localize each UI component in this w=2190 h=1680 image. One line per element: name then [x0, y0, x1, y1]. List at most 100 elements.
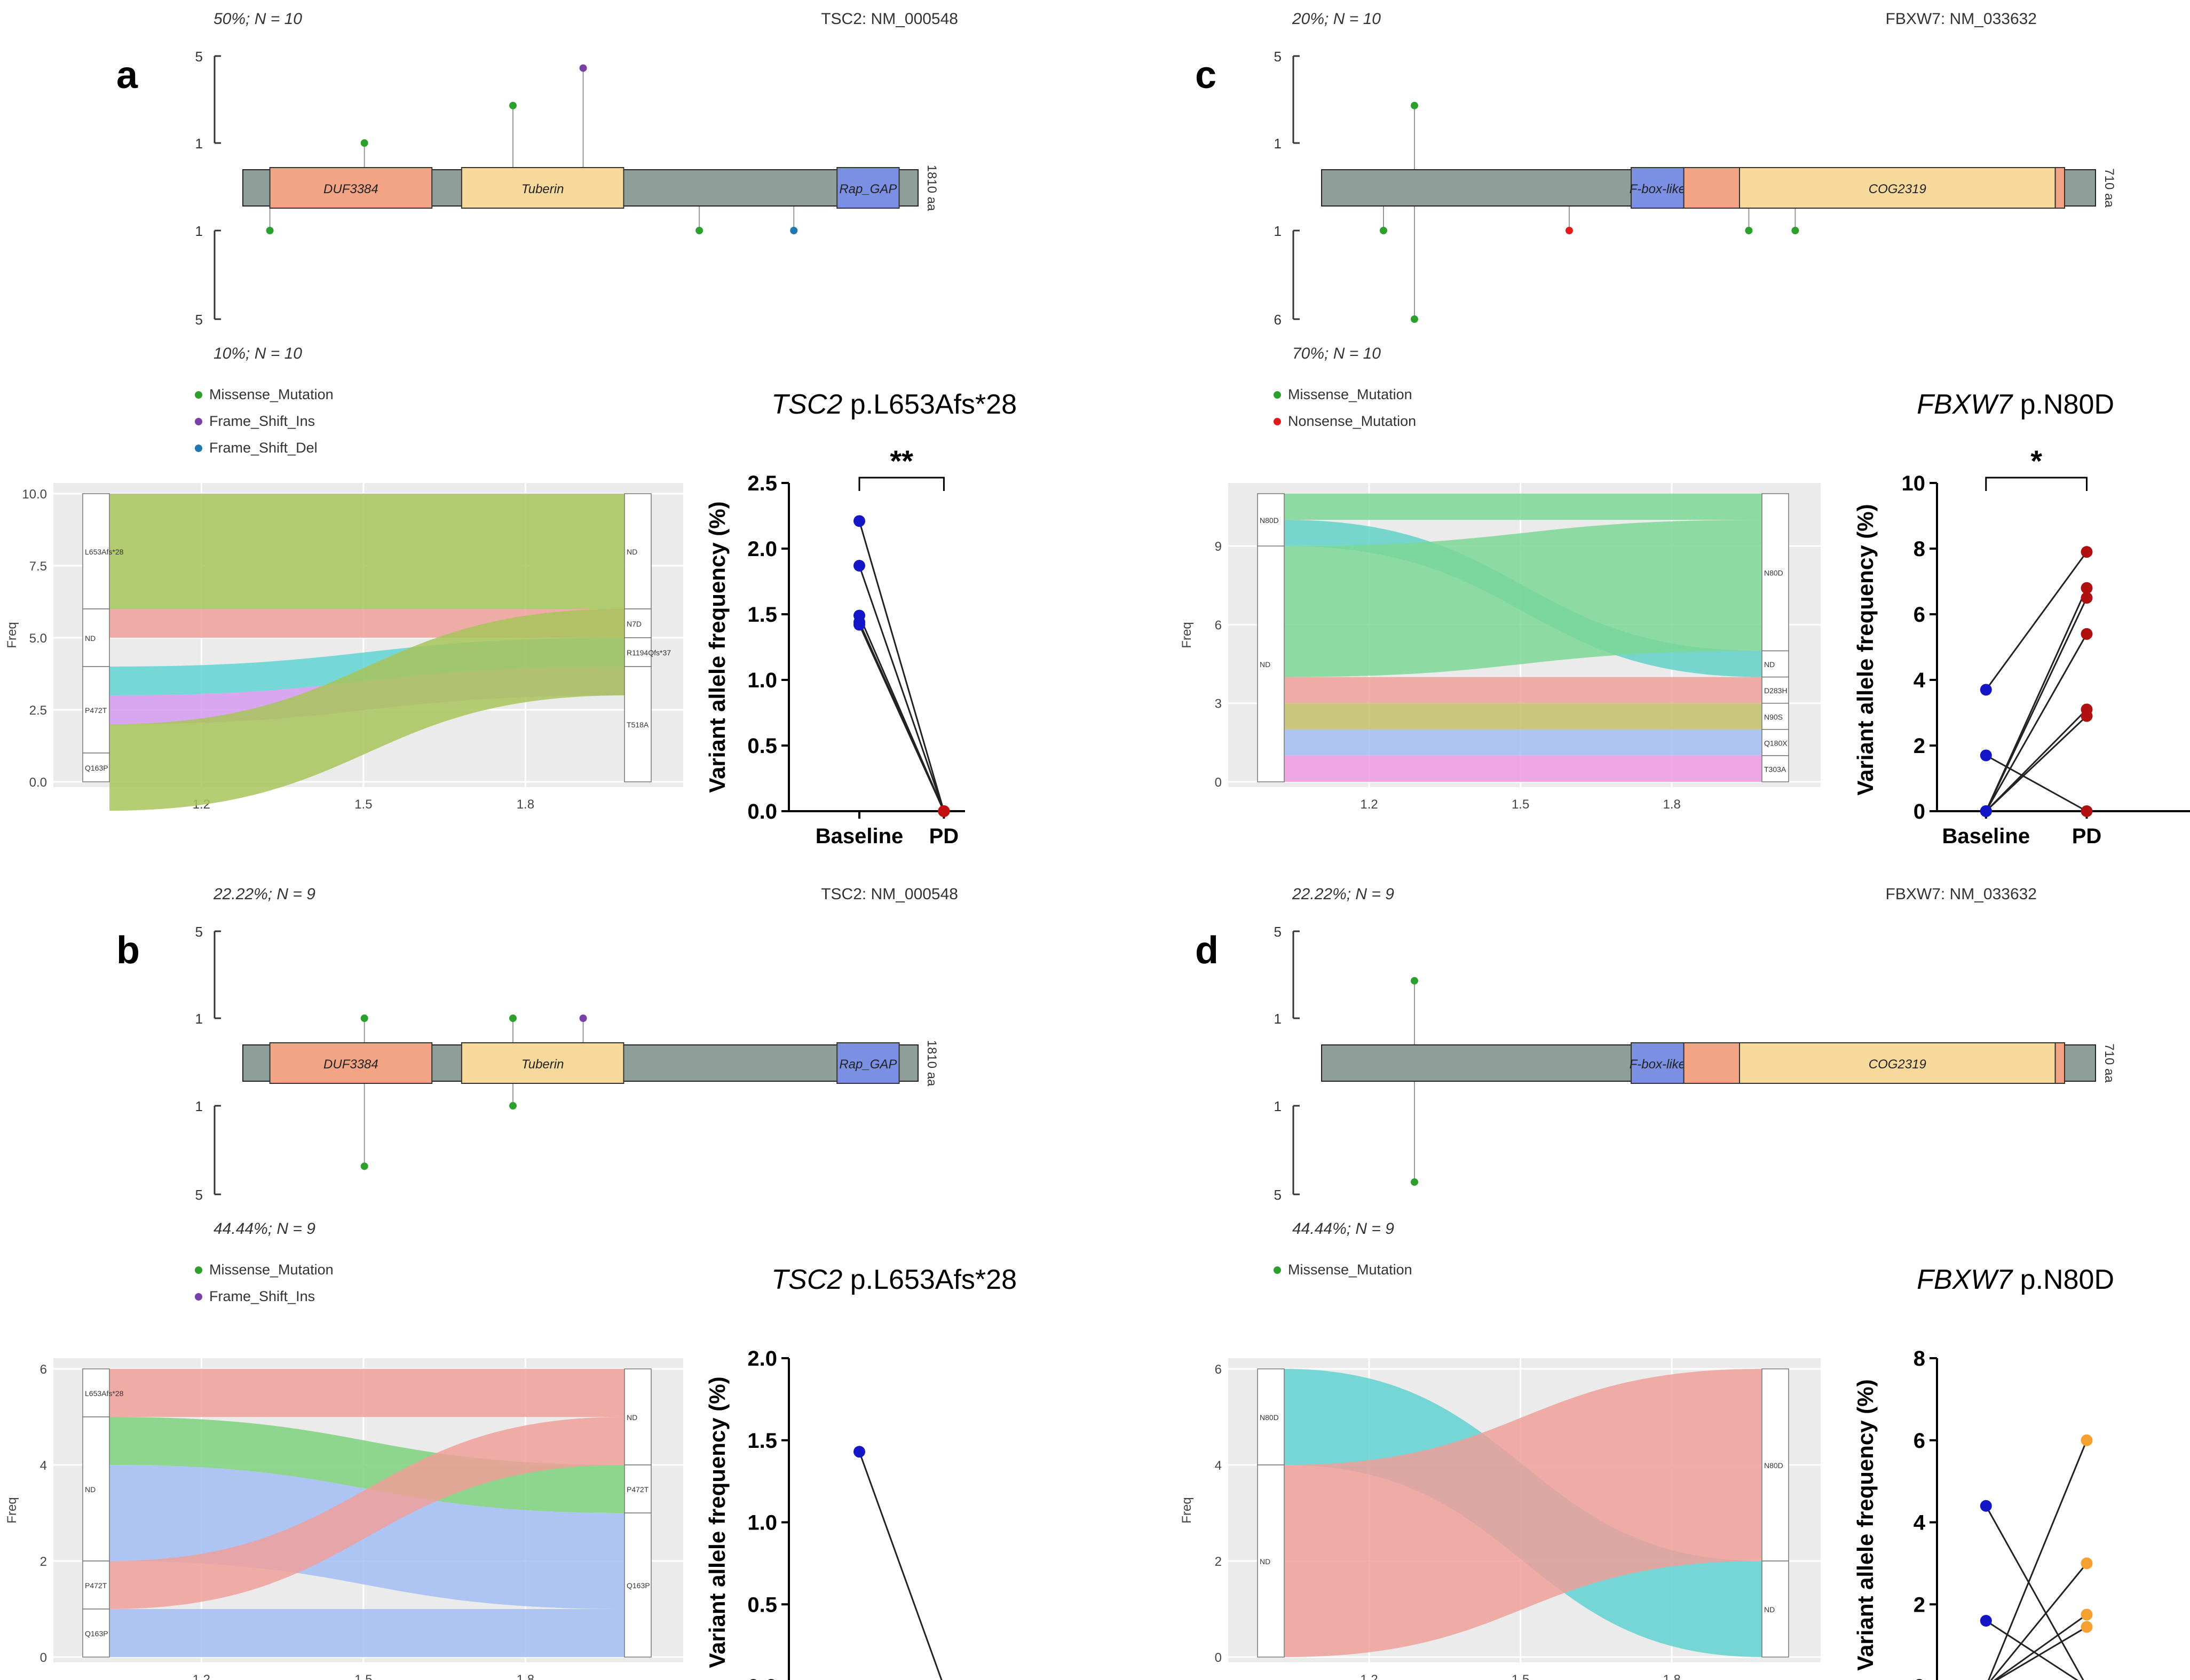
legend-marker	[195, 1293, 202, 1301]
alluvial-ytick: 2	[1215, 1555, 1222, 1569]
alluvial-flow	[1284, 520, 1762, 677]
bottom-scale-label: 5	[1274, 1187, 1282, 1203]
lollipop-head	[695, 227, 703, 234]
top-scale-label: 5	[195, 924, 203, 940]
dot-after-point	[2081, 582, 2093, 594]
dot-ylabel: Variant allele frequency (%)	[705, 501, 730, 793]
lollipop-head	[266, 227, 274, 234]
alluvial-ytick: 0.0	[29, 775, 47, 790]
dot-baseline-point	[1980, 1615, 1992, 1627]
dot-ytick: 0.5	[747, 734, 777, 758]
dot-ytick: 0.5	[747, 1593, 777, 1616]
alluvial-stratum-right	[624, 1368, 652, 1465]
alluvial-stratum-left	[1257, 493, 1285, 546]
alluvial-ytick: 5.0	[29, 631, 47, 646]
alluvial-left-label: N80D	[1260, 1413, 1279, 1422]
dot-ylabel: Variant allele frequency (%)	[705, 1376, 730, 1668]
panel-d: d 22.22%; N = 9 FBXW7: NM_033632 44.44%; N …	[1180, 885, 2116, 1680]
legend-label: Missense_Mutation	[209, 386, 334, 402]
alluvial-right-label: R1194Qfs*37	[627, 648, 671, 657]
top-frequency: 22.22%; N = 9	[213, 885, 315, 903]
protein-domain	[461, 1042, 624, 1084]
dot-pair-line	[1985, 715, 2088, 812]
domain-label: Rap_GAP	[839, 1057, 897, 1072]
alluvial-flow	[109, 1369, 624, 1417]
alluvial-xtick: 1.2	[193, 1673, 210, 1680]
lollipop-head	[1791, 227, 1799, 234]
dot-ytick: 2	[1914, 734, 1925, 758]
alluvial-stratum-right	[624, 1464, 652, 1513]
alluvial-right-label: ND	[1764, 1605, 1775, 1614]
legend-marker	[195, 445, 202, 452]
dot-ytick: 1.5	[747, 1429, 777, 1453]
dot-pair-line	[1985, 1505, 2084, 1680]
alluvial-ytick: 2.5	[29, 703, 47, 718]
alluvial-ylabel: Freq	[1180, 622, 1194, 648]
gene-reference: FBXW7: NM_033632	[1886, 10, 2037, 28]
lollipop-head	[790, 227, 798, 234]
bottom-scale-label: 5	[195, 1187, 203, 1203]
bottom-frequency: 44.44%; N = 9	[214, 1220, 315, 1238]
alluvial-left-label: L653Afs*28	[85, 1389, 124, 1398]
alluvial-ytick: 0	[1215, 775, 1222, 790]
dot-after-point	[938, 805, 950, 817]
lollipop-head	[579, 1015, 587, 1022]
alluvial-stratum-left	[1257, 1368, 1285, 1465]
bottom-frequency: 70%; N = 10	[1292, 345, 1381, 362]
gene-reference: TSC2: NM_000548	[821, 885, 958, 903]
variant-title: TSC2 p.L653Afs*28	[771, 1264, 1017, 1295]
legend-label: Missense_Mutation	[209, 1262, 334, 1278]
alluvial-right-label: T518A	[627, 720, 649, 729]
significance-stars: **	[890, 444, 913, 478]
top-frequency: 50%; N = 10	[214, 10, 302, 28]
dot-ytick: 10	[1902, 472, 1926, 495]
alluvial-right-label: N7D	[627, 620, 642, 628]
alluvial-xtick: 1.5	[1512, 1673, 1529, 1680]
alluvial-flow	[1284, 494, 1762, 520]
alluvial-stratum-left	[82, 1368, 110, 1417]
alluvial-left-label: ND	[1260, 660, 1270, 669]
dot-ylabel: Variant allele frequency (%)	[1853, 1379, 1878, 1670]
dot-after-point	[2081, 628, 2093, 640]
alluvial-ytick: 6	[1215, 618, 1222, 632]
dot-after-point	[2081, 546, 2093, 558]
alluvial-flow	[109, 1417, 624, 1513]
alluvial-stratum-left	[1257, 1464, 1285, 1658]
alluvial-flow	[1284, 755, 1762, 782]
alluvial-ytick: 2	[40, 1555, 47, 1569]
dot-ytick: 1.0	[747, 1511, 777, 1535]
panel-letter: d	[1195, 929, 1219, 972]
top-scale-label: 1	[1274, 1011, 1282, 1027]
dot-pair-line	[1995, 1626, 2088, 1680]
protein-domain	[461, 167, 624, 209]
alluvial-ytick: 0	[40, 1651, 47, 1665]
alluvial-right-label: Q163P	[627, 1581, 650, 1590]
dot-xlabel-baseline: Baseline	[1942, 825, 2030, 848]
protein-domain	[836, 167, 900, 209]
protein-length: 710 aa	[2102, 1043, 2116, 1083]
alluvial-stratum-right	[1761, 1560, 1789, 1658]
bottom-scale-label: 1	[195, 1098, 203, 1114]
legend-marker	[1274, 391, 1281, 399]
top-frequency: 20%; N = 10	[1292, 10, 1381, 28]
alluvial-stratum-left	[82, 1560, 110, 1610]
dot-ytick: 4	[1914, 1511, 1926, 1535]
variant-change: p.L653Afs*28	[842, 1264, 1017, 1295]
alluvial-stratum-right	[624, 666, 652, 782]
lollipop-head	[1380, 227, 1387, 234]
dot-pair-line	[858, 624, 945, 812]
legend-marker	[1274, 1266, 1281, 1274]
lollipop-head	[360, 139, 368, 147]
alluvial-ylabel: Freq	[5, 1497, 19, 1523]
alluvial-right-label: N80D	[1764, 1461, 1783, 1470]
dot-pair-line	[1985, 551, 2088, 691]
alluvial-stratum-right	[624, 637, 652, 667]
alluvial-xtick: 1.5	[354, 797, 372, 812]
legend-marker	[195, 418, 202, 425]
domain-label: COG2319	[1869, 1057, 1926, 1072]
protein-domain	[269, 167, 433, 209]
legend-label: Frame_Shift_Ins	[209, 1288, 315, 1304]
alluvial-stratum-left	[82, 608, 110, 667]
domain-label: Tuberin	[521, 1057, 564, 1072]
protein-domain	[1739, 1042, 2056, 1084]
